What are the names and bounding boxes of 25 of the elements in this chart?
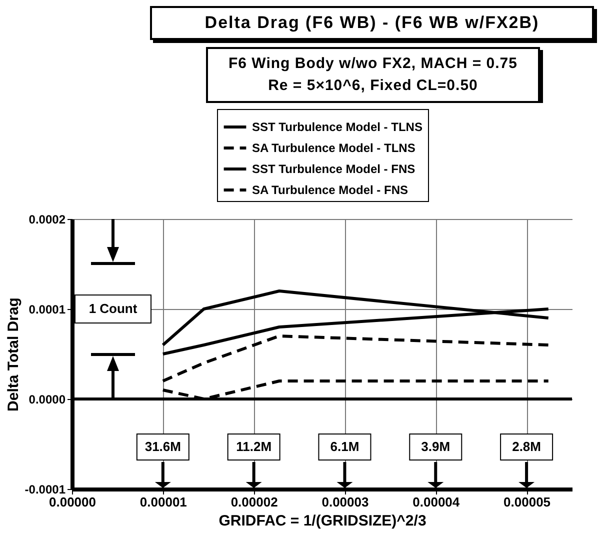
y-tick-label: 0.0002 — [28, 212, 66, 226]
chart-title: Delta Drag (F6 WB) - (F6 WB w/FX2B) — [150, 6, 594, 40]
y-tick-label: 0.0000 — [28, 392, 66, 406]
y-tick-label: -0.0001 — [24, 482, 66, 496]
annotation: 2.8M — [512, 439, 541, 454]
line-series — [161, 334, 550, 382]
annotation: 1 Count — [88, 301, 138, 316]
legend-label: SA Turbulence Model - TLNS — [252, 141, 416, 155]
x-tick-label: 0.00005 — [504, 494, 551, 510]
y-tick-label: 0.0001 — [28, 302, 66, 316]
y-axis-title: Delta Total Drag — [4, 298, 22, 412]
legend-label: SST Turbulence Model - FNS — [252, 162, 416, 176]
annotation: 6.1M — [330, 439, 360, 454]
chart-subtitle: F6 Wing Body w/wo FX2, MACH = 0.75 Re = 5×10^6, Fixed CL=0.50 — [206, 47, 540, 103]
annotation: 31.6M — [144, 439, 181, 454]
x-tick-label: 0.00002 — [230, 494, 278, 510]
x-axis-title: GRIDFAC = 1/(GRIDSIZE)^2/3 — [218, 512, 426, 530]
legend-label: SA Turbulence Model - FNS — [252, 183, 408, 197]
legend-label: SST Turbulence Model - TLNS — [252, 120, 422, 134]
x-tick-label: 0.00001 — [140, 494, 187, 510]
x-tick-label: 0.00004 — [412, 494, 460, 510]
x-tick-label: 0.00003 — [322, 494, 369, 510]
annotation: 11.2M — [236, 439, 272, 454]
x-tick-label: 0.00000 — [49, 494, 96, 510]
annotation: 3.9M — [421, 439, 450, 454]
